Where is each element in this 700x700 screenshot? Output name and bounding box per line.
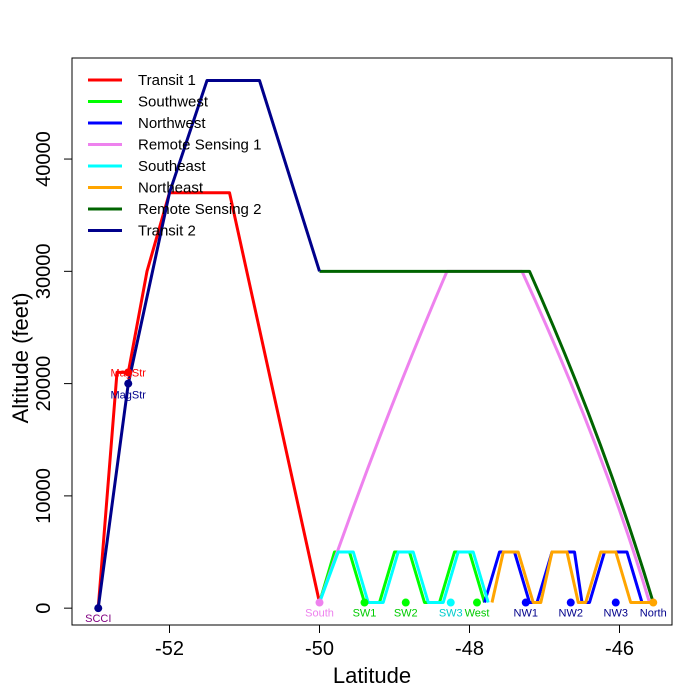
waypoint-label: NW3 xyxy=(604,608,628,620)
y-tick-label: 10000 xyxy=(33,468,55,524)
waypoint-marker xyxy=(401,598,410,607)
y-tick-label: 20000 xyxy=(33,356,55,412)
x-tick-label: -52 xyxy=(155,638,184,660)
x-tick-label: -46 xyxy=(605,638,634,660)
waypoint-marker xyxy=(649,598,658,607)
waypoint-marker xyxy=(315,598,324,607)
axes-layer: -52 -50 -48 -46 0 10000 20000 30000 40000 xyxy=(33,57,673,660)
waypoint-label: MagStr xyxy=(111,367,147,379)
series-line-transit-1 xyxy=(96,191,321,609)
legend-label: Remote Sensing 1 xyxy=(138,137,261,154)
waypoint-label: South xyxy=(305,608,334,620)
waypoint-marker xyxy=(521,598,530,607)
plot-frame xyxy=(71,57,673,626)
legend-label: Northeast xyxy=(138,180,204,197)
y-tick-label: 40000 xyxy=(33,131,55,187)
waypoint-marker xyxy=(566,598,575,607)
series-line-southeast xyxy=(318,550,490,604)
y-tick-label: 30000 xyxy=(33,244,55,300)
x-axis-title: Latitude xyxy=(333,663,411,688)
waypoint-marker xyxy=(360,598,369,607)
series-line-remote-sensing-2 xyxy=(319,269,655,603)
series-line-northwest xyxy=(483,550,657,604)
waypoint-label: SW3 xyxy=(439,608,463,620)
waypoint-label: SW1 xyxy=(353,608,377,620)
legend-label: Southeast xyxy=(138,158,206,175)
y-tick-label: 0 xyxy=(33,603,55,614)
legend-label: Transit 1 xyxy=(138,72,196,89)
series-line-northeast xyxy=(490,550,657,604)
waypoint-marker xyxy=(124,368,133,377)
legend-label: Transit 2 xyxy=(138,223,196,240)
waypoint-label: SCCI xyxy=(85,613,111,625)
waypoint-label: West xyxy=(465,608,490,620)
legend: Transit 1 Southwest Northwest Remote Sensin… xyxy=(88,72,261,240)
y-axis-title: Altitude (feet) xyxy=(8,293,33,424)
waypoint-label: NW1 xyxy=(514,608,538,620)
series-layer xyxy=(96,79,657,609)
waypoint-marker xyxy=(473,598,481,607)
waypoint-label: North xyxy=(640,608,667,620)
legend-label: Southwest xyxy=(138,94,209,111)
x-tick-label: -48 xyxy=(455,638,484,660)
waypoint-marker xyxy=(124,379,133,388)
legend-label: Remote Sensing 2 xyxy=(138,201,261,218)
waypoint-label: NW2 xyxy=(559,608,583,620)
waypoint-label: SW2 xyxy=(394,608,418,620)
x-tick-label: -50 xyxy=(305,638,334,660)
waypoint-label: MagStr xyxy=(111,390,147,402)
marker-layer: SCCI MagStr MagStr South SW1 SW2 SW3 West NW1 NW2… xyxy=(85,367,667,625)
waypoint-marker xyxy=(94,604,103,613)
waypoint-marker xyxy=(446,598,455,607)
legend-label: Northwest xyxy=(138,115,206,132)
series-line-southwest xyxy=(318,550,486,604)
waypoint-marker xyxy=(611,598,620,607)
series-line-transit-2 xyxy=(96,79,321,609)
